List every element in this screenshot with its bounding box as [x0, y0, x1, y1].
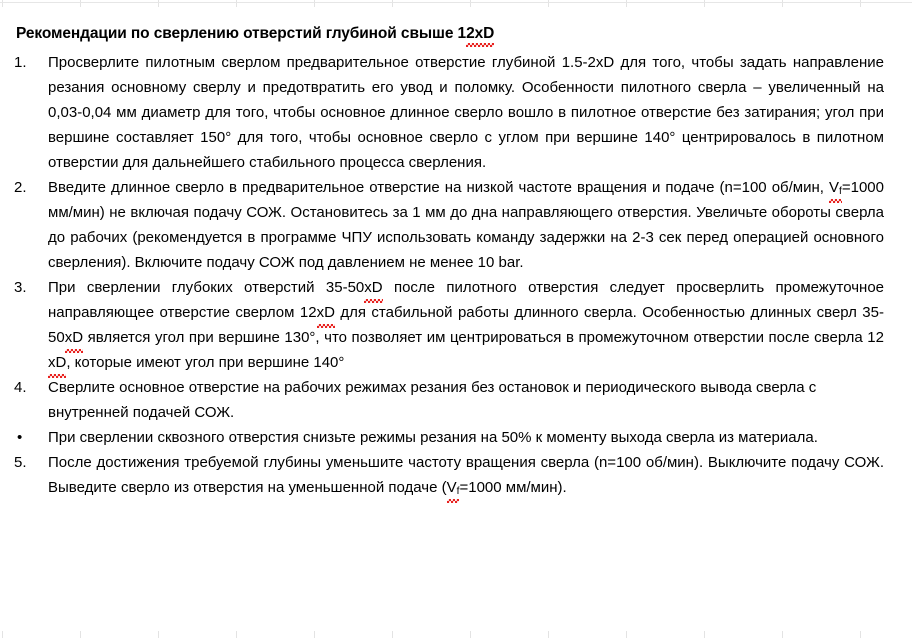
- text-run: =1000 мм/мин).: [459, 479, 567, 496]
- spellcheck-misspelling-title: 2xD: [466, 25, 495, 48]
- list-item-text-3: При сверлении глубоких отверстий 35-50xD…: [48, 275, 885, 378]
- ruler-tick: [626, 631, 627, 638]
- symbol-velocity-feed: V: [446, 479, 457, 496]
- list-item: • При сверлении сквозного отверстия сниз…: [0, 425, 912, 450]
- list-marker-3: 3.: [14, 279, 27, 296]
- page-title-text: Рекомендации по сверлению отверстий глуб…: [16, 25, 467, 43]
- ruler-tick: [314, 631, 315, 638]
- list-marker-1: 1.: [14, 54, 27, 71]
- list-item: 1. Просверлите пилотным сверлом предвари…: [0, 50, 912, 175]
- ruler-tick: [548, 631, 549, 638]
- list-item-text-2: Введите длинное сверло в предварительное…: [48, 175, 884, 275]
- spellcheck-misspelling-xd-2: xD: [316, 300, 336, 328]
- ruler-tick: [860, 631, 861, 638]
- ruler-tick: [704, 631, 705, 638]
- list-marker-bullet: •: [17, 429, 23, 446]
- list-marker-2: 2.: [14, 179, 27, 196]
- text-run: Введите длинное сверло в предварительное…: [48, 179, 829, 196]
- list-item-text-6: После достижения требуемой глубины умень…: [48, 450, 884, 503]
- ruler-tick: [158, 631, 159, 638]
- text-run: после пилотного отверстия следует просве…: [48, 279, 885, 321]
- spellcheck-misspelling-xd-1: xD: [364, 275, 383, 303]
- ruler-ticks-bottom: [0, 631, 912, 638]
- subscript-f: f: [839, 186, 842, 198]
- recommendations-list: 1. Просверлите пилотным сверлом предвари…: [0, 50, 912, 503]
- list-item: 2. Введите длинное сверло в предваритель…: [0, 175, 912, 275]
- page-title: Рекомендации по сверлению отверстий глуб…: [16, 24, 495, 48]
- spellcheck-misspelling-xd-3: xD: [64, 325, 84, 353]
- ruler-tick: [80, 631, 81, 638]
- text-run: После достижения требуемой глубины умень…: [48, 454, 884, 496]
- list-item-text-1: Просверлите пилотным сверлом предварител…: [48, 54, 884, 171]
- subscript-f: f: [456, 486, 460, 498]
- list-marker-4: 4.: [14, 379, 27, 396]
- list-item-text-4: Сверлите основное отверстие на рабочих р…: [48, 379, 817, 421]
- page-edge-line-top: [0, 2, 912, 3]
- list-item-text-5: При сверлении сквозного отверстия снизьт…: [48, 429, 818, 446]
- text-run: для стабильной работы длинного сверла. О…: [48, 304, 884, 346]
- text-run: , которые имеют угол при вершине 140°: [66, 354, 345, 371]
- spellcheck-misspelling-xd-4: xD: [48, 350, 67, 378]
- ruler-tick: [782, 631, 783, 638]
- text-run: является угол при вершине 130°, что позв…: [83, 329, 884, 346]
- text-run: =1000 мм/мин) не включая подачу СОЖ. Ост…: [48, 179, 884, 271]
- list-item: 5. После достижения требуемой глубины ум…: [0, 450, 912, 503]
- ruler-tick: [392, 631, 393, 638]
- list-item: 4. Сверлите основное отверстие на рабочи…: [0, 375, 912, 425]
- symbol-velocity-feed: V: [829, 179, 840, 196]
- text-run: При сверлении глубоких отверстий 35-50: [48, 279, 365, 296]
- spellcheck-misspelling-vf-1: Vf: [829, 175, 842, 203]
- ruler-tick: [236, 631, 237, 638]
- list-marker-5: 5.: [14, 454, 27, 471]
- list-item: 3. При сверлении глубоких отверстий 35-5…: [0, 275, 912, 378]
- ruler-tick: [2, 631, 3, 638]
- spellcheck-misspelling-vf-2: Vf: [446, 475, 460, 503]
- ruler-tick: [470, 631, 471, 638]
